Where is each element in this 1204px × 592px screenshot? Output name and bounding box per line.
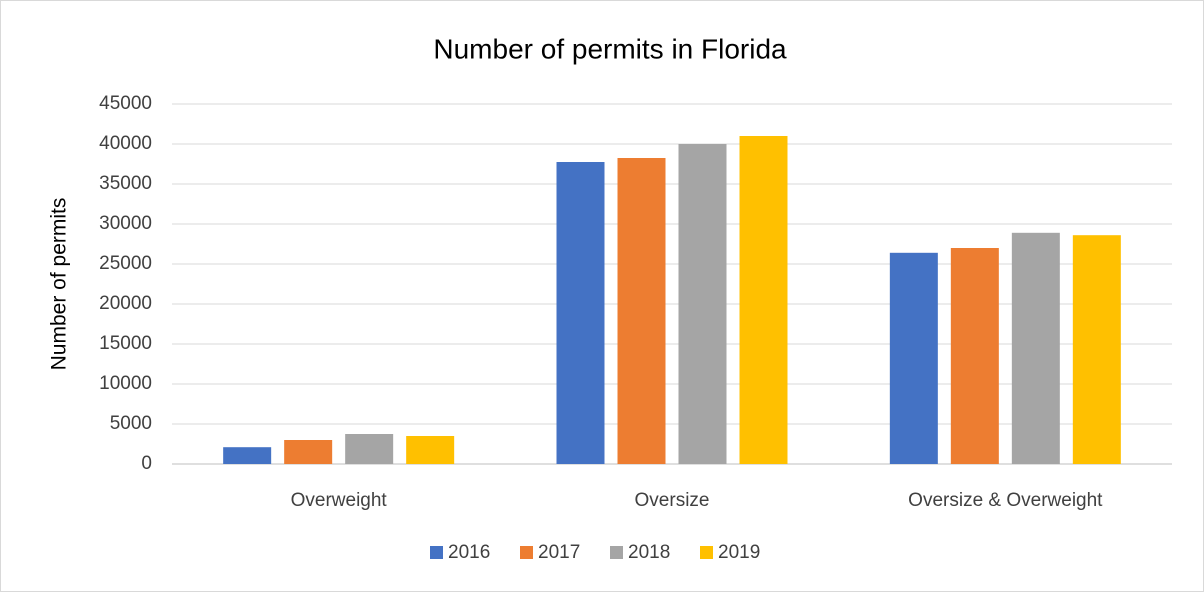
y-tick-label: 15000 — [99, 333, 152, 354]
legend-label: 2016 — [448, 542, 490, 563]
legend-swatch — [520, 546, 533, 559]
bar — [739, 136, 788, 464]
bar — [406, 436, 455, 464]
y-tick-label: 10000 — [99, 373, 152, 394]
bar — [345, 434, 394, 464]
legend-label: 2017 — [538, 542, 580, 563]
y-axis-label: Number of permits — [48, 198, 71, 371]
legend-label: 2019 — [718, 542, 760, 563]
bar — [678, 144, 727, 464]
legend-label: 2018 — [628, 542, 670, 563]
y-tick-label: 25000 — [99, 253, 152, 274]
bar — [223, 447, 272, 464]
bar — [617, 158, 666, 464]
legend-swatch — [610, 546, 623, 559]
x-tick-label: Oversize & Overweight — [908, 490, 1103, 511]
y-tick-label: 45000 — [99, 93, 152, 114]
y-tick-label: 0 — [141, 453, 152, 474]
bar — [1011, 232, 1060, 464]
y-tick-label: 5000 — [110, 413, 152, 434]
y-tick-label: 35000 — [99, 173, 152, 194]
bar — [284, 440, 333, 464]
bar — [950, 248, 999, 464]
y-tick-label: 20000 — [99, 293, 152, 314]
chart-title: Number of permits in Florida — [433, 33, 787, 64]
x-tick-label: Overweight — [291, 490, 388, 511]
y-tick-label: 40000 — [99, 133, 152, 154]
bar — [556, 162, 605, 464]
bar — [889, 252, 938, 464]
legend-swatch — [430, 546, 443, 559]
bar — [1072, 235, 1121, 464]
x-tick-label: Oversize — [635, 490, 710, 511]
y-tick-label: 30000 — [99, 213, 152, 234]
legend-swatch — [700, 546, 713, 559]
